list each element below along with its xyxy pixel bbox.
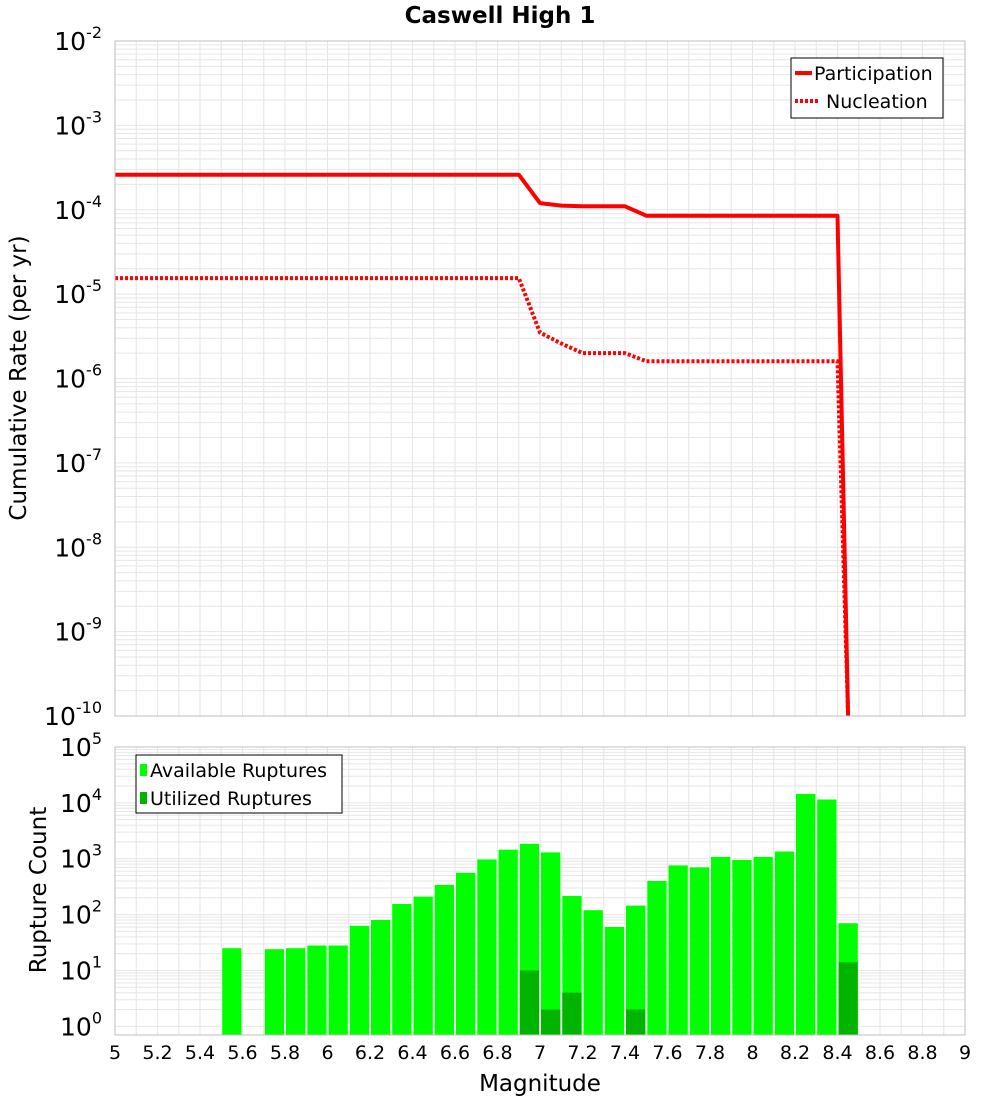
available-ruptures-bar [753,856,773,1035]
top-plot-grid [114,41,966,717]
x-tick-label: 8.2 [780,1042,810,1064]
top-y-tick-label: 10-6 [54,361,102,394]
available-ruptures-bar [349,925,370,1035]
bottom-y-tick-label: 103 [60,841,102,874]
bottom-y-tick-labels: 100 101 102 103 104 105 [60,729,102,1041]
x-tick-label: 6.8 [482,1042,512,1064]
available-ruptures-bar [689,867,710,1035]
available-ruptures-bar [222,948,242,1035]
top-y-tick-label: 10-9 [54,614,102,647]
x-tick-label: 5 [109,1042,121,1064]
top-legend: Participation Nucleation [790,57,944,119]
top-plot-frame [114,40,966,717]
x-tick-label: 5.4 [185,1042,215,1064]
utilized-ruptures-bar [626,1009,646,1035]
x-tick-label: 5.2 [142,1042,172,1064]
top-y-tick-label: 10-8 [54,529,102,562]
x-tick-label: 8.6 [865,1042,895,1064]
chart-title: Caswell High 1 [405,3,596,29]
participation-line [115,172,851,717]
available-ruptures-bar [604,927,625,1035]
bottom-y-tick-label: 102 [60,897,102,930]
x-tick-label: 8.4 [822,1042,852,1064]
utilized-ruptures-bar [838,962,858,1035]
available-ruptures-bar [817,799,837,1035]
x-tick-label: 6.6 [440,1042,470,1064]
legend-available-swatch [140,764,147,776]
top-y-tick-label: 10-3 [54,107,102,140]
legend-participation-label: Participation [814,63,933,85]
available-ruptures-bar [392,904,412,1035]
available-ruptures-bar [668,865,688,1035]
x-tick-label: 6.4 [397,1042,427,1064]
utilized-ruptures-bar [519,970,540,1035]
available-ruptures-bar [307,945,327,1035]
bottom-y-tick-label: 101 [60,952,102,985]
utilized-ruptures-bar [562,992,582,1035]
available-ruptures-bar [286,948,306,1035]
available-ruptures-bar [774,851,795,1035]
bottom-legend-box [135,754,343,814]
bottom-legend: Available Ruptures Utilized Ruptures [135,754,343,814]
top-plot-series [115,172,851,717]
available-ruptures-bar [626,905,646,1035]
available-ruptures-bar [328,945,348,1035]
x-tick-label: 6 [321,1042,333,1064]
available-ruptures-bar [498,849,518,1035]
x-tick-labels: 5 5.2 5.4 5.6 5.8 6 6.2 6.4 6.6 6.8 7 7.2 7.4 7.6 7.8 8… [109,1042,971,1064]
top-y-axis-label: Cumulative Rate (per yr) [6,235,32,520]
bottom-y-tick-label: 105 [60,729,102,762]
available-ruptures-bar [413,896,433,1035]
available-ruptures-bar [477,859,497,1035]
utilized-ruptures-bar [541,1009,561,1035]
x-tick-label: 7.2 [567,1042,597,1064]
x-tick-label: 7 [534,1042,546,1064]
legend-utilized-label: Utilized Ruptures [150,788,312,810]
x-tick-label: 8 [746,1042,758,1064]
top-y-tick-label: 10-5 [54,276,102,309]
available-ruptures-bar [796,793,816,1035]
bottom-plot-bars [222,793,858,1035]
x-tick-label: 7.6 [652,1042,682,1064]
nucleation-line [115,276,851,717]
top-y-tick-label: 10-7 [54,445,102,478]
x-tick-label: 8.8 [907,1042,937,1064]
x-tick-label: 5.6 [227,1042,257,1064]
available-ruptures-bar [732,860,752,1035]
available-ruptures-bar [456,872,476,1035]
x-tick-label: 5.8 [270,1042,300,1064]
available-ruptures-bar [434,884,454,1035]
x-tick-label: 7.4 [610,1042,640,1064]
legend-available-label: Available Ruptures [150,760,327,782]
legend-nucleation-label: Nucleation [826,91,928,113]
x-axis-label: Magnitude [479,1071,601,1097]
top-legend-box [790,57,944,119]
top-y-tick-label: 10-10 [44,698,102,731]
available-ruptures-bar [264,949,285,1035]
available-ruptures-bar [583,910,603,1035]
bottom-plot-grid [114,746,966,1035]
top-y-tick-label: 10-2 [54,23,102,56]
bottom-y-axis-label: Rupture Count [26,807,52,973]
top-y-tick-labels: 10-10 10-9 10-8 10-7 10-6 10-5 10-4 10-3 10-2 [44,23,102,731]
bottom-y-tick-label: 100 [60,1008,102,1041]
bottom-plot-frame [114,746,966,1036]
x-tick-label: 7.8 [695,1042,725,1064]
available-ruptures-bar [647,881,667,1035]
available-ruptures-bar [371,920,391,1035]
legend-utilized-swatch [140,792,147,804]
top-y-tick-label: 10-4 [54,192,102,225]
available-ruptures-bar [711,856,731,1035]
bottom-y-tick-label: 104 [60,785,102,818]
x-tick-label: 9 [959,1042,971,1064]
x-tick-label: 6.2 [355,1042,385,1064]
available-ruptures-bar [541,852,561,1035]
